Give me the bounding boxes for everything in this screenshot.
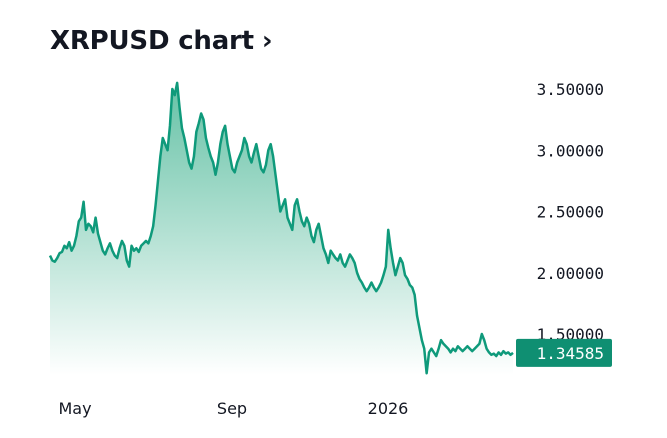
price-line (48, 81, 514, 375)
last-price-label: 1.34585 (537, 344, 604, 363)
chevron-right-icon: › (261, 26, 273, 56)
y-tick-label: 3.50000 (537, 80, 604, 99)
x-tick-label: May (58, 399, 91, 418)
y-tick-label: 2.00000 (537, 264, 604, 283)
x-tick-label: Sep (217, 399, 247, 418)
y-tick-label: 3.00000 (537, 141, 604, 160)
chart-title-link[interactable]: XRPUSD chart › (50, 26, 273, 56)
price-area-fill (50, 82, 513, 375)
y-tick-label: 2.50000 (537, 203, 604, 222)
last-price-badge (516, 338, 612, 367)
x-tick-label: 2026 (368, 399, 409, 418)
chart-title: XRPUSD chart (50, 26, 254, 56)
